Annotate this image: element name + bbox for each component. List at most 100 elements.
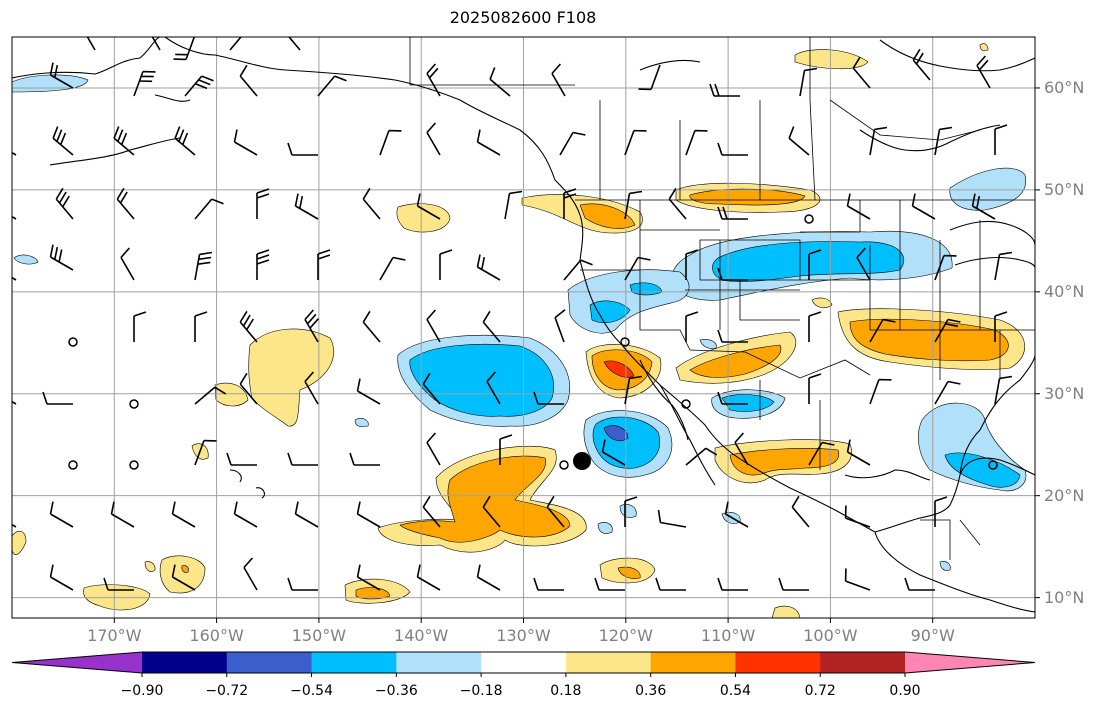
colorbar-segment xyxy=(396,652,482,673)
lat-tick-label: 60°N xyxy=(1044,77,1085,97)
wind-barb xyxy=(717,329,748,343)
wind-barb xyxy=(416,193,441,220)
wind-barb xyxy=(657,509,687,528)
wind-barb xyxy=(734,432,749,466)
wind-barb xyxy=(194,386,227,405)
wind-barb xyxy=(288,37,301,51)
wind-barb xyxy=(317,249,331,280)
lat-tick-label: 30°N xyxy=(1044,383,1085,403)
wind-barb xyxy=(709,83,740,97)
wind-barb xyxy=(717,391,748,405)
wind-barb xyxy=(546,495,565,528)
lon-tick-label: 110°W xyxy=(700,626,756,645)
lon-tick-label: 160°W xyxy=(189,626,244,645)
wind-barb xyxy=(362,187,381,220)
colorbar-extend-high xyxy=(905,652,1035,673)
wind-barb xyxy=(846,439,871,466)
wind-barb xyxy=(133,311,147,342)
wind-barb xyxy=(808,249,822,280)
lon-tick-label: 170°W xyxy=(87,626,142,645)
wind-barb xyxy=(685,447,718,466)
plot-title: 2025082600 F108 xyxy=(449,8,597,27)
wind-barb xyxy=(12,215,17,220)
wind-barb xyxy=(151,37,161,51)
wind-barb xyxy=(348,10,371,35)
colorbar-segment xyxy=(142,652,228,673)
wind-barb xyxy=(12,151,17,156)
wind-barb xyxy=(426,432,441,466)
political-borders xyxy=(409,37,1035,560)
wind-barb xyxy=(685,129,708,156)
wind-barb xyxy=(362,310,381,343)
wind-barb xyxy=(426,122,441,156)
wind-barb xyxy=(717,206,748,220)
calm-wind-circles xyxy=(68,214,998,470)
lon-tick-label: 150°W xyxy=(291,626,347,645)
wind-barb xyxy=(379,129,402,156)
colorbar-segment xyxy=(565,652,652,673)
colorbar-tick-label: 0.18 xyxy=(550,683,582,699)
colorbar xyxy=(11,651,1036,677)
colorbar-segment xyxy=(481,652,567,673)
wind-barb xyxy=(426,309,441,343)
wind-barb xyxy=(856,247,871,281)
wind-barb xyxy=(51,10,74,35)
wind-barb xyxy=(243,557,258,591)
wind-barb xyxy=(791,495,810,528)
wind-barb xyxy=(869,378,892,405)
wind-barb xyxy=(668,187,687,220)
wind-barb xyxy=(808,441,835,466)
colorbar-tick-label: 0.90 xyxy=(889,683,921,699)
wind-barb xyxy=(356,501,381,528)
colorbar-tick-label: −0.18 xyxy=(459,683,503,699)
wind-barb xyxy=(717,142,748,156)
wind-barb xyxy=(869,318,896,343)
wind-barb xyxy=(778,577,809,591)
wind-barb xyxy=(287,452,318,466)
coastlines xyxy=(12,37,1035,613)
wind-barb xyxy=(554,309,566,343)
wind-barb xyxy=(233,501,258,528)
wind-barb xyxy=(994,375,1013,405)
wind-barb xyxy=(638,64,661,91)
colorbar-tick-label: −0.54 xyxy=(290,683,333,699)
wind-barb xyxy=(489,67,511,97)
wind-barb xyxy=(256,188,270,219)
storm-center-marker xyxy=(573,452,591,470)
lat-tick-label: 50°N xyxy=(1044,179,1085,199)
wind-barb xyxy=(844,505,871,528)
wind-barb xyxy=(476,129,501,156)
wind-barb xyxy=(499,434,513,465)
colorbar-tick-label: 0.54 xyxy=(719,683,752,699)
wind-barb xyxy=(788,126,810,156)
wind-barb xyxy=(229,37,242,51)
colorbar-tick-label: 0.72 xyxy=(804,683,836,699)
colorbar-segment xyxy=(735,652,821,673)
wind-barb xyxy=(294,501,319,528)
wind-barb xyxy=(294,193,319,220)
wind-barb xyxy=(42,391,73,405)
wind-barb xyxy=(12,276,17,281)
wind-barb xyxy=(559,131,586,156)
wind-barb xyxy=(717,267,748,281)
lat-tick-label: 40°N xyxy=(1044,281,1085,301)
lon-tick-label: 130°W xyxy=(496,626,551,645)
wind-barb xyxy=(49,244,74,271)
colorbar-extend-low xyxy=(12,652,142,673)
wind-barb xyxy=(799,67,818,97)
wind-barb xyxy=(287,577,318,591)
wind-barb xyxy=(256,249,270,280)
wind-barb xyxy=(724,501,749,528)
map-content xyxy=(12,10,1035,618)
wind-barb xyxy=(869,126,888,156)
wind-barb xyxy=(476,564,501,591)
lon-tick-label: 140°W xyxy=(394,626,449,645)
wind-barb xyxy=(133,70,156,97)
wind-barb xyxy=(504,190,523,220)
wind-barb xyxy=(624,496,638,527)
wind-barb xyxy=(287,142,318,156)
wind-barb xyxy=(184,75,214,97)
wind-barb xyxy=(911,193,936,220)
wind-barb xyxy=(655,577,686,591)
wind-barb xyxy=(934,496,948,527)
